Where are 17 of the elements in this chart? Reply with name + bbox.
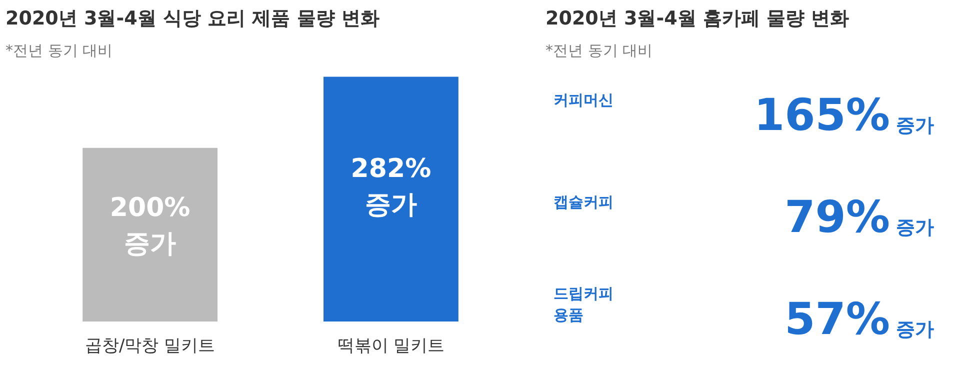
text: *전년 동기 대비: [546, 42, 653, 60]
data-label: 79%: [784, 192, 890, 243]
text: 증가: [896, 318, 934, 341]
data-label: 165%: [754, 90, 890, 141]
data-label: 200% 증가: [110, 193, 190, 260]
x-tick-label: 곱창/막창 밀키트: [84, 336, 216, 356]
chart-title: 2020년 3월-4월 식당 요리 제품 물량 변화: [6, 8, 380, 30]
x-tick-label: 떡볶이 밀키트: [337, 336, 445, 356]
category-label: 캡슐커피: [554, 193, 614, 212]
chart-subtitle: *전년 동기 대비: [6, 42, 113, 60]
category-label: 커피머신: [554, 91, 614, 110]
text: 증가: [896, 114, 934, 137]
data-label: 282% 증가: [350, 154, 432, 220]
text: 증가: [896, 216, 934, 239]
text: 2020년 3월-4월 홈카페 물량 변화: [546, 8, 850, 30]
category-label: 드립커피 용품: [554, 284, 614, 324]
data-label: 57%: [784, 294, 890, 345]
